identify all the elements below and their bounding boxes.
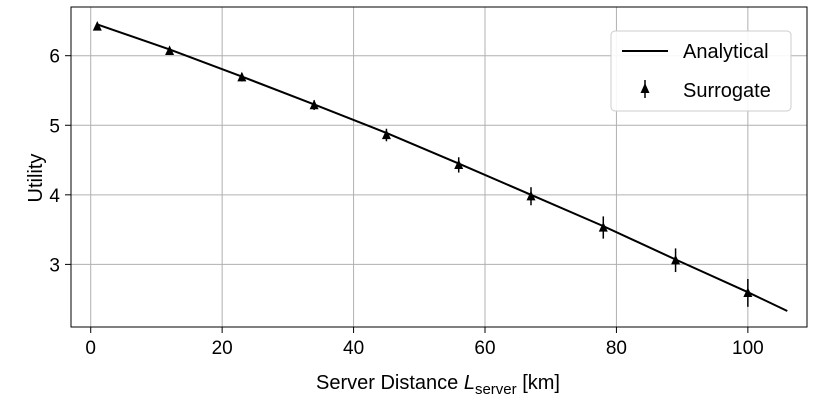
- y-tick-label: 6: [49, 47, 60, 68]
- x-axis-title: Server Distance Lserver [km]: [316, 372, 560, 398]
- surrogate-point: [165, 45, 175, 55]
- x-axis-title-symbol: L: [464, 372, 475, 394]
- x-tick-label: 80: [606, 338, 627, 359]
- axis-ticks: 0 20 40 60 80 100 3 4 5 6: [49, 47, 763, 359]
- surrogate-point: [237, 71, 247, 82]
- legend: Analytical Surrogate: [610, 30, 792, 112]
- x-tick-label: 60: [474, 338, 495, 359]
- surrogate-point: [381, 129, 391, 140]
- surrogate-point: [454, 159, 464, 170]
- x-tick-label: 40: [343, 338, 364, 359]
- surrogate-point: [92, 20, 102, 31]
- x-tick-label: 100: [732, 338, 764, 359]
- surrogate-point: [309, 99, 319, 110]
- x-tick-label: 20: [212, 338, 233, 359]
- surrogate-point: [526, 190, 536, 201]
- legend-label-surrogate: Surrogate: [683, 80, 771, 102]
- surrogate-point: [598, 222, 608, 232]
- legend-label-analytical: Analytical: [683, 41, 769, 63]
- x-axis-title-prefix: Server Distance: [316, 372, 464, 394]
- y-axis-title: Utility: [25, 154, 47, 203]
- plot-frame: [70, 6, 808, 328]
- x-axis-title-subscript: server: [475, 381, 517, 398]
- series-layer: [92, 20, 788, 312]
- legend-triangle-marker: [640, 83, 650, 93]
- x-tick-label: 0: [85, 338, 96, 359]
- surrogate-point: [671, 254, 681, 265]
- y-tick-label: 4: [49, 186, 60, 207]
- surrogate-point: [743, 287, 753, 298]
- y-tick-label: 3: [49, 255, 60, 276]
- y-tick-label: 5: [49, 116, 60, 137]
- x-axis-title-suffix: [km]: [517, 372, 560, 394]
